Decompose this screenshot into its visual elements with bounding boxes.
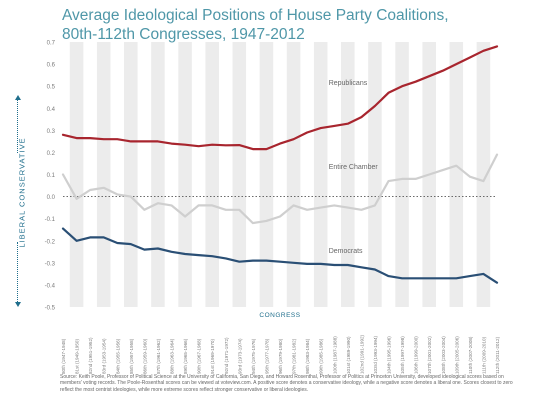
democrats-line [61, 227, 499, 284]
entire-chamber-label: Entire Chamber [329, 164, 379, 171]
chart-title: Average Ideological Positions of House P… [62, 6, 532, 44]
x-tick-label: 107th (2001-2002) [427, 336, 432, 374]
y-tick-label: 0.7 [47, 41, 56, 47]
x-tick-label: 98th (1983-1984) [305, 338, 310, 374]
democrats-label: Democrats [329, 248, 363, 255]
column-band [286, 42, 301, 307]
x-tick-label: 109th (2005-2006) [454, 336, 459, 374]
y-tick-label: 0.4 [47, 107, 56, 113]
x-tick-label: 90th (1967-1968) [197, 338, 202, 374]
x-tick-label: 101st (1989-1990) [346, 336, 351, 374]
y-tick-label: 0.6 [47, 63, 56, 69]
x-tick-label: 103rd (1993-1994) [373, 335, 378, 374]
x-tick-label: 93rd (1973-1974) [237, 338, 242, 374]
x-tick-label: 91st (1969-1970) [210, 339, 215, 374]
column-band [124, 42, 138, 307]
republicans-label: Republicans [329, 80, 368, 87]
y-tick-label: -0.3 [45, 261, 56, 267]
y-tick-label: -0.1 [45, 217, 56, 223]
column-band [313, 42, 328, 307]
chart-title-line2: 80th-112th Congresses, 1947-2012 [62, 26, 305, 43]
x-tick-label: 112th (2011-2012) [495, 336, 500, 374]
column-band [151, 42, 165, 307]
column-band [178, 42, 192, 307]
x-tick-label: 89th (1965-1966) [183, 338, 188, 374]
column-band [449, 42, 464, 307]
x-tick-label: 97th (1981-1982) [292, 338, 297, 374]
y-tick-label: -0.4 [45, 283, 56, 289]
x-tick-label: 100th (1987-1988) [332, 336, 337, 374]
x-tick-label: 94th (1975-1976) [251, 338, 256, 374]
column-band [69, 42, 84, 307]
y-tick-label: -0.5 [45, 306, 56, 312]
y-tick-label: 0.3 [47, 129, 56, 135]
x-tick-label: 88th (1963-1964) [170, 338, 175, 374]
x-tick-label: 87th (1961-1962) [156, 338, 161, 374]
entire-chamber-line [61, 153, 499, 225]
chart-title-line1: Average Ideological Positions of House P… [62, 7, 449, 24]
y-tick-label: 0.2 [47, 151, 56, 157]
republicans-line [61, 45, 499, 151]
column-band [395, 42, 409, 307]
x-tick-label: 102nd (1991-1992) [359, 334, 364, 374]
x-tick-label: 99th (1985-1986) [319, 338, 324, 374]
x-tick-label: 92nd (1971-1972) [224, 337, 229, 374]
x-tick-label: 83rd (1953-1954) [102, 338, 107, 374]
column-band [368, 42, 382, 307]
x-tick-label: 86th (1959-1960) [142, 338, 147, 374]
y-tick-label: 0.0 [47, 195, 56, 201]
x-tick-label: 96th (1979-1980) [278, 338, 283, 374]
x-tick-label: 111th (2009-2010) [481, 336, 486, 374]
x-tick-label: 84th (1955-1956) [115, 338, 120, 374]
x-tick-label: 95th (1977-1978) [264, 338, 269, 374]
arrow-down-icon [15, 242, 21, 307]
source-note: Source: Keith Poole, Professor of Politi… [60, 374, 513, 393]
column-band [476, 42, 491, 307]
x-tick-label: 81st (1949-1950) [75, 339, 80, 374]
x-tick-label: 106th (1999-2000) [414, 336, 419, 374]
x-tick-label: 108th (2003-2004) [441, 336, 446, 374]
x-tick-label: 104th (1995-1996) [387, 336, 392, 374]
x-tick-label: 85th (1957-1958) [129, 338, 134, 374]
column-band [205, 42, 219, 307]
column-band [232, 42, 247, 307]
x-tick-label: 110th (2007-2008) [468, 336, 473, 374]
column-band [259, 42, 274, 307]
column-band [96, 42, 111, 307]
y-tick-label: -0.2 [45, 239, 56, 245]
x-tick-label: 80th (1947-1948) [61, 338, 66, 374]
arrow-up-icon [15, 95, 21, 153]
x-tick-label: 82nd (1951-1952) [88, 337, 93, 374]
y-tick-label: 0.5 [47, 85, 56, 91]
x-axis-title: CONGRESS [259, 312, 300, 319]
x-tick-label: 105th (1997-1998) [400, 336, 405, 374]
y-tick-label: 0.1 [47, 173, 56, 179]
column-band [341, 42, 355, 307]
